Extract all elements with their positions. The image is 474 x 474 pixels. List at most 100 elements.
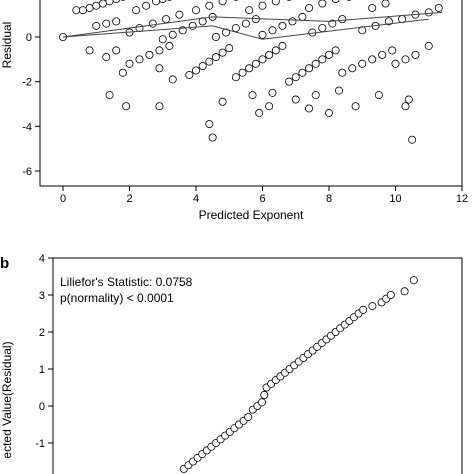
data-point: [158, 0, 167, 4]
data-point: [305, 104, 314, 113]
data-point: [358, 59, 367, 68]
panel-a: 0 2 4 6 8 10 12 -6 -4 -2 0 Predicted Exponent Residu…: [0, 0, 468, 222]
data-point: [92, 1, 101, 10]
x-tick-label: 12: [456, 193, 468, 205]
plot-frame-b: [52, 257, 463, 474]
data-point: [142, 1, 151, 10]
data-point: [185, 70, 194, 79]
data-point: [258, 1, 267, 10]
data-point: [424, 8, 433, 17]
data-point: [105, 0, 114, 6]
data-point: [424, 41, 433, 50]
data-point: [278, 21, 287, 30]
data-point: [318, 0, 327, 8]
data-point: [251, 59, 260, 68]
data-point: [231, 73, 240, 82]
data-point: [205, 1, 214, 10]
data-point: [331, 46, 340, 55]
data-point: [411, 50, 420, 59]
data-point: [271, 0, 280, 6]
data-point: [324, 50, 333, 59]
y-tick-label-b: 1: [39, 364, 45, 376]
data-point: [278, 41, 287, 50]
x-tick-label: 6: [259, 193, 265, 205]
data-point: [85, 3, 94, 12]
data-point: [155, 46, 164, 55]
data-point: [238, 68, 247, 77]
data-point: [155, 102, 164, 111]
data-point: [305, 3, 314, 12]
data-point: [191, 66, 200, 75]
data-point: [102, 19, 111, 28]
data-point: [305, 64, 314, 73]
data-point: [72, 6, 81, 15]
data-point: [265, 102, 274, 111]
data-point: [132, 6, 141, 15]
data-point-b: [400, 287, 409, 296]
data-point: [125, 59, 134, 68]
data-point: [268, 26, 277, 35]
y-tick-label: 0: [26, 32, 32, 44]
data-point: [268, 88, 277, 97]
data-point: [374, 91, 383, 100]
data-point: [155, 64, 164, 73]
data-point: [311, 59, 320, 68]
data-point: [401, 102, 410, 111]
data-point: [205, 120, 214, 129]
x-tick-label: 10: [389, 193, 401, 205]
data-point: [338, 15, 347, 24]
data-point: [198, 62, 207, 71]
data-point: [258, 55, 267, 64]
data-point: [408, 135, 417, 144]
data-point: [175, 10, 184, 19]
data-point: [135, 24, 144, 33]
data-point: [291, 73, 300, 82]
lilliefors-statistic: Liliefor's Statistic: 0.0758: [60, 275, 193, 289]
data-point: [158, 35, 167, 44]
x-axis-title: Predicted Exponent: [199, 208, 304, 222]
fit-line: [62, 11, 443, 38]
data-point: [381, 0, 390, 8]
data-point: [351, 102, 360, 111]
data-point: [105, 91, 114, 100]
data-point: [291, 95, 300, 104]
panel-a-points: [59, 0, 443, 144]
plot-frame: [39, 0, 463, 187]
data-point: [148, 19, 157, 28]
data-point: [152, 0, 161, 6]
data-point: [265, 50, 274, 59]
data-point: [245, 6, 254, 15]
data-point: [78, 6, 87, 15]
data-point: [318, 24, 327, 33]
data-point: [388, 46, 397, 55]
data-point: [85, 46, 94, 55]
panel-b: b -1 0 1 2 3 4 ected Value(Residual) Liliefor's …: [0, 253, 463, 474]
data-point-b: [260, 390, 269, 399]
data-point: [245, 64, 254, 73]
data-point-b: [244, 413, 253, 422]
data-point: [348, 64, 357, 73]
data-point: [218, 97, 227, 106]
data-point: [162, 15, 171, 24]
data-point-b: [409, 276, 418, 285]
data-point: [211, 53, 220, 62]
data-point: [391, 59, 400, 68]
data-point: [318, 55, 327, 64]
y-tick-label: -4: [22, 121, 32, 133]
data-point-b: [386, 290, 395, 299]
x-tick-label: 0: [60, 193, 66, 205]
data-point: [241, 19, 250, 28]
data-point: [368, 3, 377, 12]
data-point: [298, 12, 307, 21]
y-tick-label-b: 0: [39, 401, 45, 413]
data-point: [205, 57, 214, 66]
y-axis-title-b: ected Value(Residual): [0, 341, 14, 458]
data-point: [122, 102, 131, 111]
data-point: [191, 6, 200, 15]
x-tick-label: 8: [326, 193, 332, 205]
y-tick-label-b: -1: [35, 438, 45, 450]
data-point: [255, 108, 264, 117]
data-point: [384, 17, 393, 26]
data-point: [92, 21, 101, 30]
